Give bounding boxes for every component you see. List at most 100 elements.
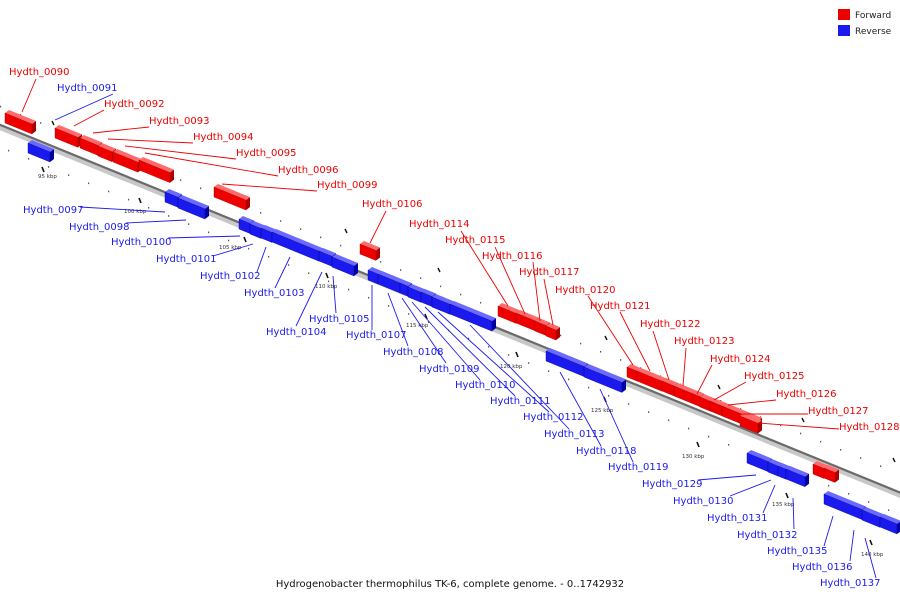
scale-dot	[868, 501, 870, 503]
scale-tick-label: 125 kbp	[591, 408, 614, 414]
gene-label-Hydth_0115[interactable]: Hydth_0115	[445, 235, 506, 246]
scale-dot	[880, 465, 882, 467]
scale-dot	[280, 220, 282, 222]
gene-labels: Hydth_0090 Hydth_0091 Hydth_0092 Hydth_0093…	[9, 67, 900, 589]
gene-label-Hydth_0122[interactable]: Hydth_0122	[640, 319, 701, 330]
gene-label-Hydth_0095[interactable]: Hydth_0095	[236, 148, 297, 159]
legend-label-forward: Forward	[855, 11, 891, 21]
leader-line-Hydth_0109	[401, 297, 447, 364]
leader-line-Hydth_0111	[424, 306, 516, 397]
gene-label-Hydth_0105[interactable]: Hydth_0105	[309, 314, 370, 325]
gene-label-Hydth_0130[interactable]: Hydth_0130	[673, 496, 734, 507]
leader-line-Hydth_0121	[619, 311, 651, 372]
gene-block-Hydth_0096	[138, 157, 174, 183]
gene-label-Hydth_0118[interactable]: Hydth_0118	[576, 446, 637, 457]
scale-dot	[428, 321, 430, 324]
leader-line-Hydth_0126	[727, 399, 777, 406]
scale-dot	[328, 280, 330, 283]
leader-line-Hydth_0115	[494, 246, 526, 315]
gene-label-Hydth_0097[interactable]: Hydth_0097	[23, 205, 84, 216]
leader-line-Hydth_0113	[469, 324, 570, 430]
gene-label-Hydth_0103[interactable]: Hydth_0103	[244, 288, 305, 299]
separator-mark	[717, 384, 721, 390]
legend-swatch-forward	[838, 9, 850, 20]
gene-label-Hydth_0107[interactable]: Hydth_0107	[346, 330, 407, 341]
gene-label-Hydth_0137[interactable]: Hydth_0137	[820, 578, 881, 589]
gene-label-Hydth_0092[interactable]: Hydth_0092	[104, 99, 165, 110]
scale-dot	[828, 484, 830, 487]
gene-label-Hydth_0129[interactable]: Hydth_0129	[642, 479, 703, 490]
leader-line-Hydth_0110	[411, 301, 481, 381]
gene-label-Hydth_0116[interactable]: Hydth_0116	[482, 251, 543, 262]
scale-dot	[0, 105, 2, 108]
gene-label-Hydth_0125[interactable]: Hydth_0125	[744, 371, 805, 382]
separator-mark	[801, 417, 805, 423]
scale-dot	[580, 342, 582, 345]
scale-dot	[440, 285, 442, 288]
gene-label-Hydth_0135[interactable]: Hydth_0135	[767, 546, 828, 557]
scale-dot	[860, 457, 862, 459]
gene-label-Hydth_0090[interactable]: Hydth_0090	[9, 67, 70, 78]
gene-label-Hydth_0108[interactable]: Hydth_0108	[383, 347, 444, 358]
scale-tick-mark	[41, 166, 45, 173]
gene-label-Hydth_0091[interactable]: Hydth_0091	[57, 83, 118, 94]
scale-dot	[468, 337, 470, 340]
gene-label-Hydth_0126[interactable]: Hydth_0126	[776, 389, 837, 400]
gene-label-Hydth_0102[interactable]: Hydth_0102	[200, 271, 261, 282]
scale-tick-mark	[243, 236, 247, 243]
leader-line-Hydth_0112	[437, 311, 550, 413]
gene-label-Hydth_0096[interactable]: Hydth_0096	[278, 165, 339, 176]
gene-label-Hydth_0104[interactable]: Hydth_0104	[266, 327, 327, 338]
gene-block-Hydth_0090	[4, 110, 36, 135]
scale-dot	[408, 313, 410, 315]
gene-label-Hydth_0131[interactable]: Hydth_0131	[707, 513, 768, 524]
gene-label-Hydth_0113[interactable]: Hydth_0113	[544, 429, 605, 440]
gene-label-Hydth_0132[interactable]: Hydth_0132	[737, 530, 798, 541]
gene-label-Hydth_0120[interactable]: Hydth_0120	[555, 285, 616, 296]
gene-label-Hydth_0117[interactable]: Hydth_0117	[519, 267, 580, 278]
gene-label-Hydth_0111[interactable]: Hydth_0111	[490, 396, 551, 407]
gene-label-Hydth_0109[interactable]: Hydth_0109	[419, 364, 480, 375]
scale-dot	[8, 149, 10, 152]
scale-tick-label: 130 kbp	[682, 454, 705, 460]
gene-label-Hydth_0099[interactable]: Hydth_0099	[317, 180, 378, 191]
leader-line-Hydth_0091	[54, 93, 114, 121]
gene-label-Hydth_0112[interactable]: Hydth_0112	[523, 412, 584, 423]
gene-block-Hydth_0103	[271, 229, 323, 262]
gene-label-Hydth_0093[interactable]: Hydth_0093	[149, 116, 210, 127]
gene-label-Hydth_0114[interactable]: Hydth_0114	[409, 219, 470, 230]
gene-label-Hydth_0124[interactable]: Hydth_0124	[710, 354, 771, 365]
gene-label-Hydth_0094[interactable]: Hydth_0094	[193, 132, 254, 143]
leader-line-Hydth_0090	[21, 78, 37, 113]
leader-line-Hydth_0137	[864, 537, 877, 579]
gene-label-Hydth_0101[interactable]: Hydth_0101	[156, 254, 217, 265]
gene-block-Hydth_0092	[54, 125, 82, 148]
leader-line-Hydth_0108	[387, 292, 409, 347]
gene-label-Hydth_0123[interactable]: Hydth_0123	[674, 336, 735, 347]
gene-label-Hydth_0100[interactable]: Hydth_0100	[111, 237, 172, 248]
gene-label-Hydth_0121[interactable]: Hydth_0121	[590, 301, 651, 312]
scale-dot	[508, 354, 510, 356]
scale-dot	[848, 493, 850, 495]
scale-dot	[188, 223, 190, 225]
scale-dot	[168, 215, 170, 217]
legend-swatch-reverse	[838, 25, 850, 36]
gene-label-Hydth_0119[interactable]: Hydth_0119	[608, 462, 669, 473]
gene-label-Hydth_0098[interactable]: Hydth_0098	[69, 222, 130, 233]
gene-label-Hydth_0127[interactable]: Hydth_0127	[808, 406, 869, 417]
scale-dot	[760, 416, 762, 418]
gene-label-Hydth_0136[interactable]: Hydth_0136	[792, 562, 853, 573]
leader-line-Hydth_0117	[543, 278, 554, 326]
leader-line-Hydth_0106	[369, 210, 387, 244]
gene-block-Hydth_0106	[359, 241, 380, 261]
gene-label-Hydth_0106[interactable]: Hydth_0106	[362, 199, 423, 210]
gene-label-Hydth_0128[interactable]: Hydth_0128	[839, 422, 900, 433]
scale-tick-mark	[696, 441, 700, 448]
scale-dot	[600, 350, 602, 353]
leader-line-Hydth_0101	[212, 243, 254, 257]
scale-dot	[228, 239, 230, 242]
gene-label-Hydth_0110[interactable]: Hydth_0110	[455, 380, 516, 391]
scale-tick-mark	[515, 351, 519, 358]
scale-dot	[560, 334, 562, 337]
scale-dot	[588, 386, 590, 389]
